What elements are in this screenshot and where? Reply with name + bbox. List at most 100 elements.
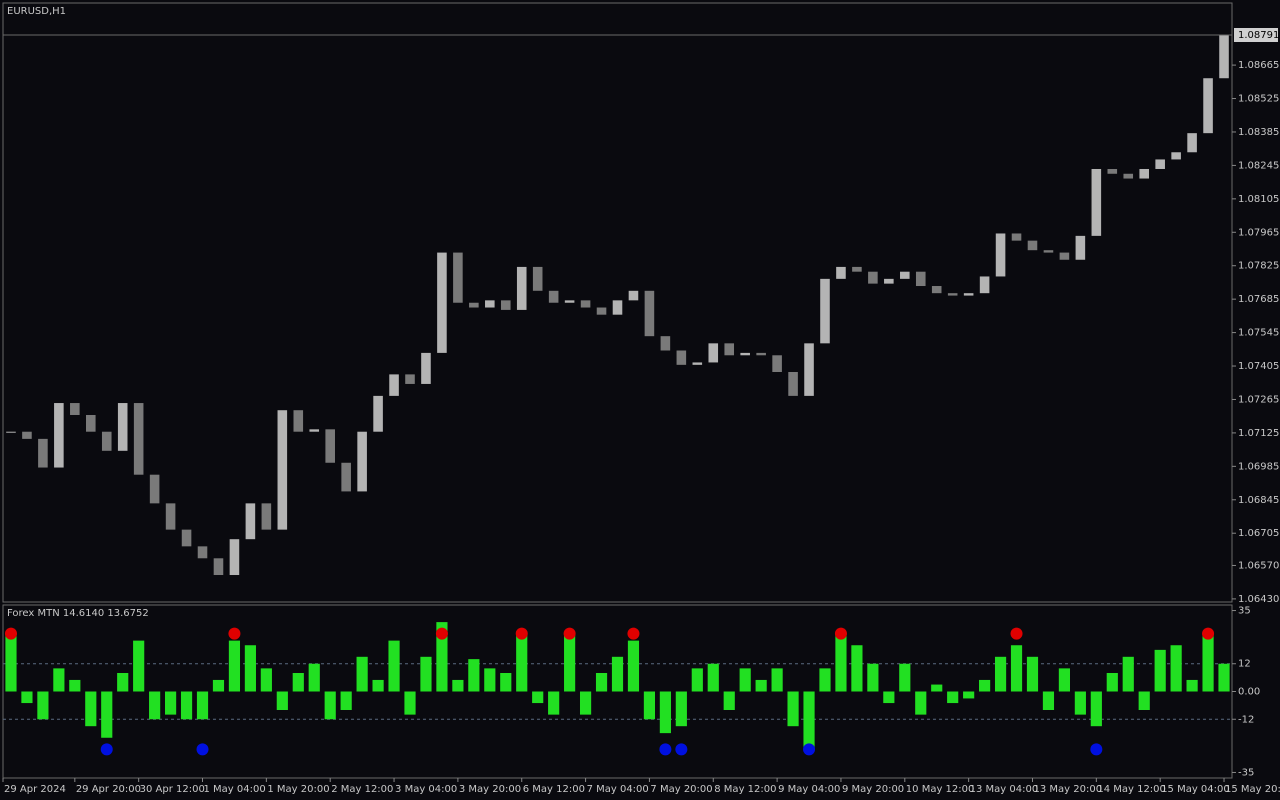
candle-body [453,252,463,303]
histogram-bar [994,656,1007,692]
histogram-bar [149,691,161,720]
candle-body [325,429,335,463]
histogram-bar [484,668,496,692]
candle-body [38,438,48,468]
histogram-bar [931,684,943,692]
candle-body [852,266,862,272]
histogram-bar [133,640,145,692]
candle-body [229,539,240,576]
histogram-bar [1058,668,1070,692]
candle-body [516,266,527,310]
histogram-bar [1042,691,1055,711]
x-tick-label: 8 May 12:00 [714,784,776,795]
histogram-bar [803,691,815,750]
histogram-bar [691,668,703,692]
y-tick-label: 1.08385 [1238,127,1279,138]
candle-body [341,462,351,492]
histogram-bar [1186,679,1198,692]
histogram-bar [899,663,911,692]
candle-body [931,286,942,294]
histogram-bar [1138,691,1150,711]
candle-body [165,503,176,530]
x-tick-label: 2 May 12:00 [331,784,393,795]
y-tick-label: 1.06985 [1238,461,1279,472]
candle-body [133,403,144,475]
candle-body [692,362,703,365]
histogram-bar [292,672,304,692]
x-tick-label: 14 May 12:00 [1097,784,1166,795]
y-tick-label: 1.07685 [1238,294,1279,305]
histogram-bar [883,691,895,704]
histogram-bar [1010,645,1023,692]
candle-body [1091,168,1102,236]
histogram-bar [516,631,528,692]
symbol-label: EURUSD,H1 [7,6,66,17]
y-tick-label: 35 [1238,606,1251,617]
candle-body [405,374,415,384]
histogram-bar [69,679,81,692]
price-tag [1234,28,1278,43]
y-tick-label: 1.07405 [1238,361,1279,372]
candle-body [293,410,304,432]
histogram-bar [1106,672,1118,692]
candle-body [245,503,256,540]
candle-body [1075,235,1086,260]
signal-dot [675,743,688,756]
y-tick-label: 1.06705 [1238,528,1279,539]
x-tick-label: 10 May 12:00 [906,784,975,795]
candle-body [22,431,32,439]
histogram-bar [979,679,991,692]
y-tick-label: 1.06430 [1238,594,1279,605]
x-tick-label: 15 May 04:00 [1161,784,1230,795]
histogram-bar [5,633,17,692]
candle-body [373,395,383,432]
candle-body [532,266,543,291]
candle-body [1043,250,1054,253]
candle-body [947,293,958,296]
candle-body [213,558,224,576]
signal-dot [563,627,576,640]
y-tick-label: 1.06570 [1238,560,1279,571]
histogram-bar [117,672,129,692]
histogram-bar [260,668,272,692]
candle-body [6,431,16,433]
candle-body [389,374,399,396]
y-tick-label: 1.07965 [1238,227,1279,238]
histogram-bar [53,668,65,692]
candle-body [309,429,320,432]
x-tick-label: 7 May 04:00 [587,784,649,795]
histogram-bar [244,645,256,692]
candle-body [1123,173,1134,179]
histogram-bar [388,640,400,692]
candle-body [676,350,687,365]
histogram-bar [532,691,544,704]
y-tick-label: 1.08105 [1238,194,1279,205]
candle-body [724,343,735,356]
indicator-title: Forex MTN 14.6140 13.6752 [7,608,149,619]
histogram-bar [1026,656,1039,692]
candle-body [836,266,846,279]
candle-body [660,336,671,351]
candle-body [884,278,894,284]
y-tick-label: 1.08525 [1238,94,1279,105]
signal-dot [100,743,113,756]
y-tick-label: 1.07545 [1238,328,1279,339]
signal-dot [627,627,640,640]
candle-body [1139,168,1150,179]
histogram-bar [420,656,432,692]
y-tick-label: 1.07125 [1238,428,1279,439]
histogram-bar [595,672,608,692]
histogram-bar [500,672,512,692]
candle-body [580,300,591,308]
signal-dot [515,627,528,640]
candle-body [117,403,128,451]
histogram-bar [947,691,959,704]
histogram-bar [787,691,799,727]
x-tick-label: 1 May 20:00 [267,784,329,795]
histogram-bar [819,668,831,692]
histogram-bar [356,656,368,692]
x-tick-label: 6 May 12:00 [523,784,585,795]
candle-body [1027,240,1038,251]
histogram-bar [755,679,767,692]
x-tick-label: 9 May 20:00 [842,784,904,795]
